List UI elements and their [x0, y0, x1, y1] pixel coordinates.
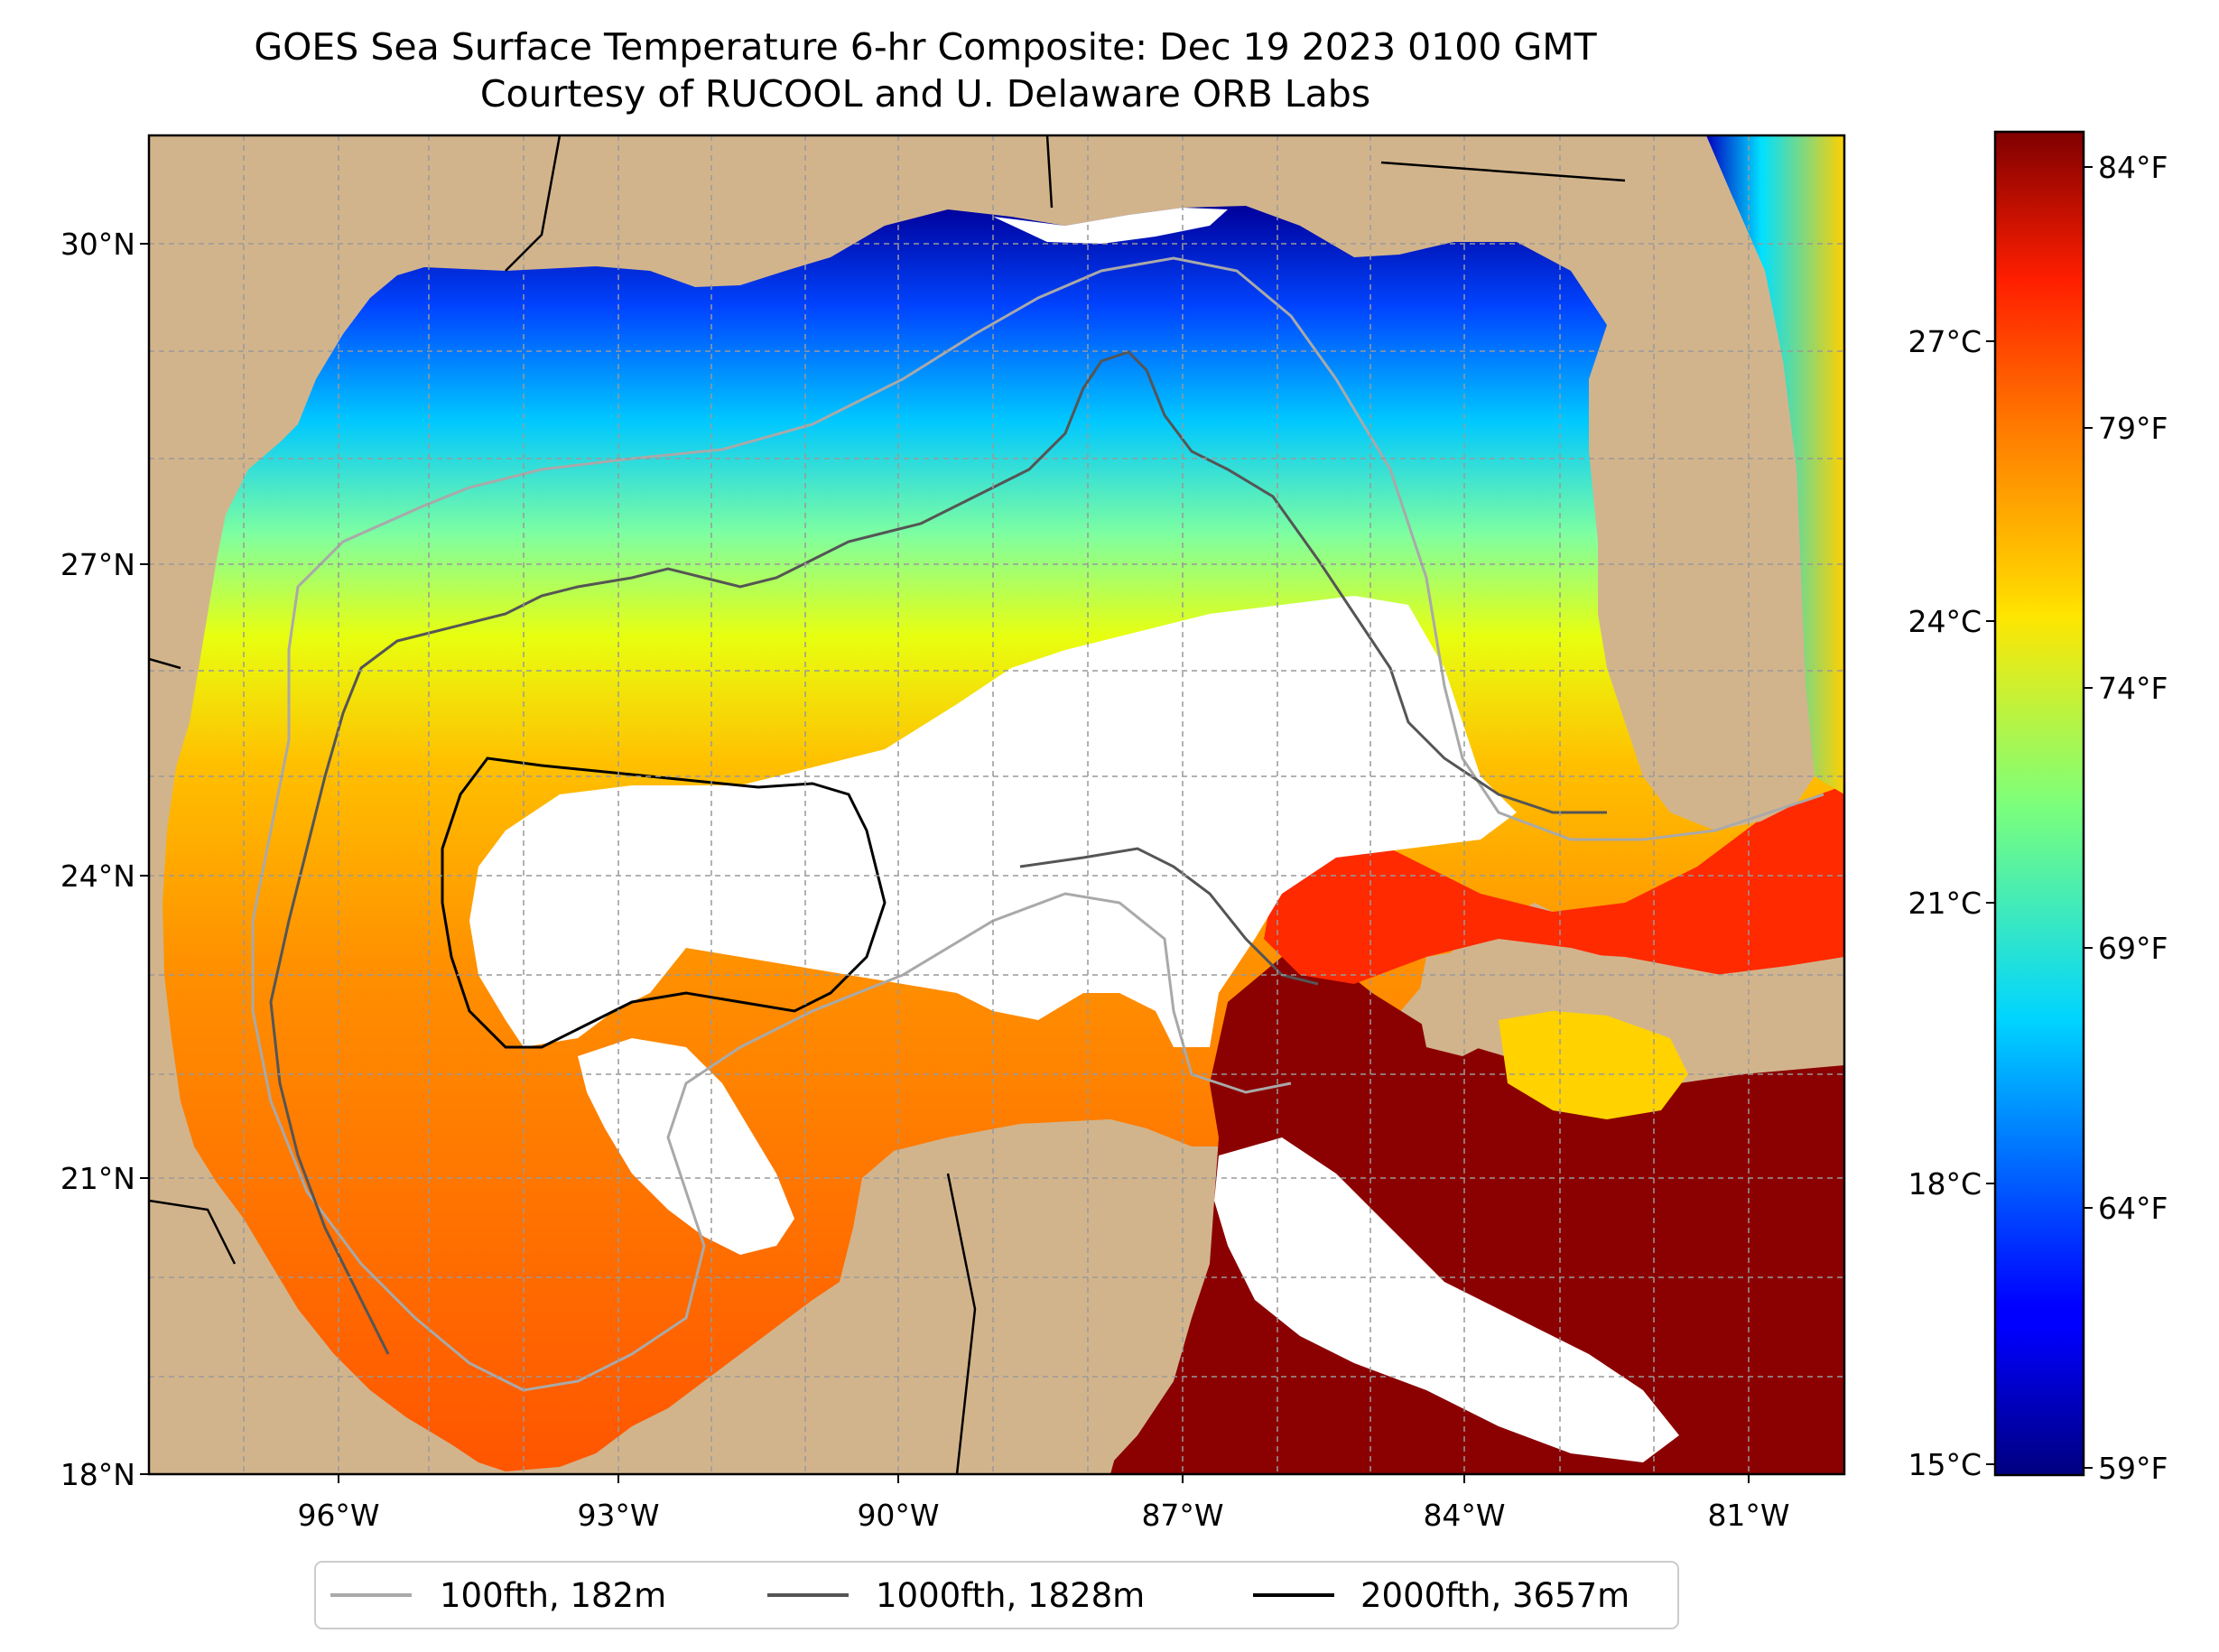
legend-label-100fth: 100fth, 182m [440, 1576, 666, 1615]
celsius-tick-label: 21°C [1908, 886, 1982, 921]
legend-label-1000fth: 1000fth, 1828m [876, 1576, 1145, 1615]
map-subtitle: Courtesy of RUCOOL and U. Delaware ORB L… [479, 72, 1371, 116]
graticule [149, 135, 1844, 1474]
lon-tick-label: 87°W [1141, 1498, 1223, 1533]
celsius-tick-label: 18°C [1908, 1166, 1982, 1202]
legend: 100fth, 182m 1000fth, 1828m 2000fth, 365… [314, 1561, 1679, 1629]
celsius-tick-label: 27°C [1908, 324, 1982, 359]
contour-100fth [251, 256, 1824, 1392]
cloud-mask-southwest [578, 1038, 794, 1255]
lat-tick-label: 30°N [60, 227, 135, 262]
lat-tick-label: 24°N [60, 858, 135, 894]
legend-box [314, 1561, 1679, 1629]
atlantic-sst-field [1706, 135, 1844, 794]
lon-tick-label: 81°W [1707, 1498, 1789, 1533]
cuba-north-yellow-patch [1499, 1011, 1688, 1119]
contour-1000fth [269, 350, 1607, 1355]
cloud-mask-caribbean [1214, 1137, 1679, 1462]
fahrenheit-tick-label: 64°F [2098, 1191, 2168, 1226]
lon-tick-label: 84°W [1423, 1498, 1505, 1533]
latitude-axis: 30°N 27°N 24°N 21°N 18°N [60, 227, 149, 1492]
fahrenheit-tick-label: 59°F [2098, 1451, 2168, 1486]
fahrenheit-tick-label: 79°F [2098, 411, 2168, 446]
map-frame [147, 134, 1846, 1476]
political-borders [149, 135, 1626, 1474]
lon-tick-label: 90°W [857, 1498, 939, 1533]
yucatan-land [862, 1119, 1201, 1474]
lon-tick-label: 96°W [297, 1498, 379, 1533]
fahrenheit-tick-label: 74°F [2098, 671, 2168, 706]
colorbar: 27°C 24°C 21°C 18°C 15°C 84°F 79°F 74°F … [1908, 130, 2168, 1486]
lat-tick-label: 18°N [60, 1457, 135, 1492]
longitude-axis: 96°W 93°W 90°W 87°W 84°W 81°W [297, 1474, 1790, 1533]
lat-tick-label: 21°N [60, 1161, 135, 1196]
florida-land [1571, 199, 1815, 831]
lon-tick-label: 93°W [577, 1498, 659, 1533]
cloud-mask-north [993, 208, 1228, 244]
celsius-tick-label: 24°C [1908, 604, 1982, 639]
contour-2000fth [441, 756, 887, 1049]
fahrenheit-tick-label: 84°F [2098, 150, 2168, 185]
legend-label-2000fth: 2000fth, 3657m [1360, 1576, 1629, 1615]
map-title: GOES Sea Surface Temperature 6-hr Compos… [254, 25, 1597, 69]
fahrenheit-tick-label: 69°F [2098, 931, 2168, 966]
florida-straits-sst [1264, 785, 1844, 984]
lat-tick-label: 27°N [60, 547, 135, 582]
colorbar-gradient [1993, 130, 2085, 1477]
celsius-tick-label: 15°C [1908, 1447, 1982, 1482]
